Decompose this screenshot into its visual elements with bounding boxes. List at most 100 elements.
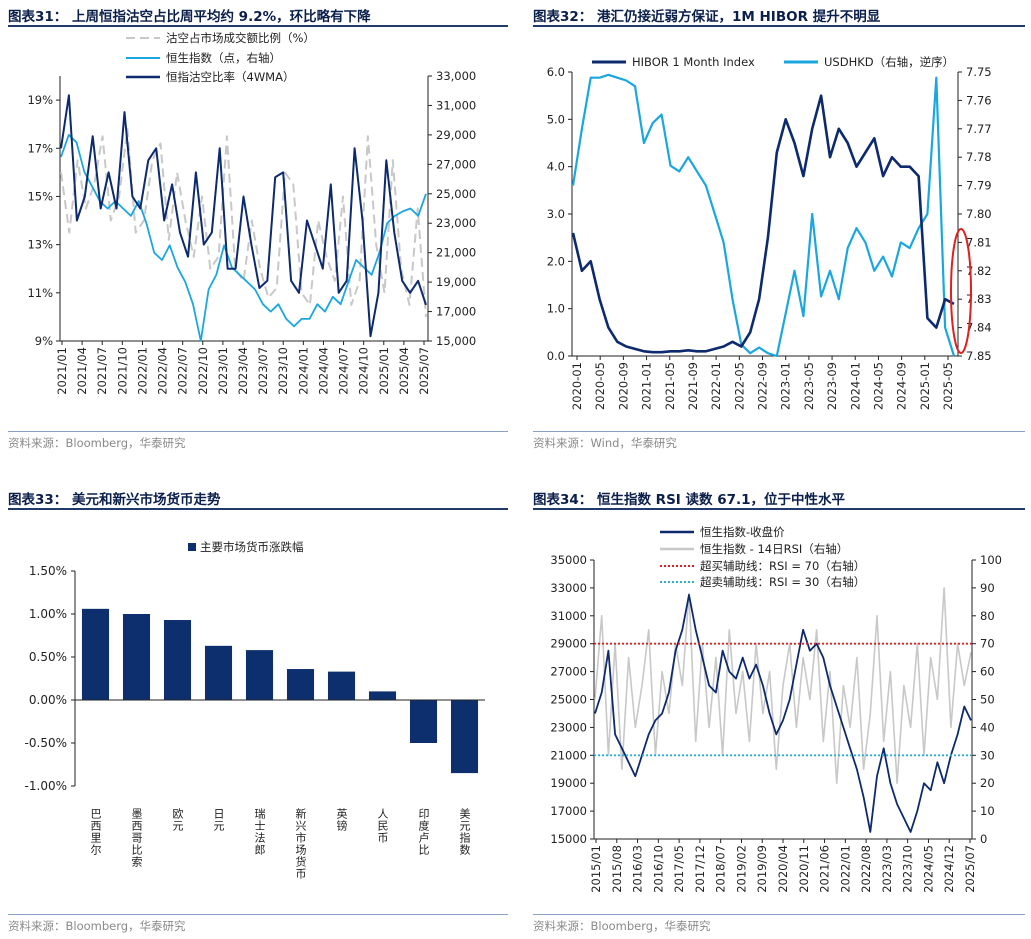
x-tick-label: 2020-01 (570, 362, 584, 410)
y-right-tick-label: 7.77 (966, 122, 992, 136)
x-tick-label: 2025-01 (918, 362, 932, 410)
title-rule-31 (8, 25, 508, 27)
x-tick-label: 2021-01 (640, 362, 654, 410)
source-33: 资料来源：Bloomberg，华泰研究 (8, 919, 186, 933)
series-line-2 (571, 73, 956, 358)
y-left-tick-label: 23000 (550, 720, 587, 734)
highlight-ellipse (950, 228, 972, 354)
y-left-tick-label: 21000 (550, 748, 587, 762)
x-tick-label: 2023-05 (802, 362, 816, 410)
legend-31-2-label: 恒生指数（点，右轴） (166, 51, 281, 65)
source-32: 资料来源：Wind，华泰研究 (533, 436, 677, 450)
x-tick-label: 2021/04 (75, 347, 89, 395)
x-tick-label: 2024-01 (848, 362, 862, 410)
x-tick-label: 2015/08 (610, 845, 624, 893)
chart-title-31: 图表31： 上周恒指沽空占比周平均约 9.2%，环比略有下降 (8, 9, 371, 25)
y-left-tick-label: 4.0 (547, 160, 565, 174)
title-rule-33 (8, 508, 508, 510)
source-rule-34 (533, 914, 1025, 915)
y-left-tick-label: 31000 (550, 609, 587, 623)
x-tick-label: 2023-01 (779, 362, 793, 410)
category-label: 英镑 (335, 807, 348, 832)
x-tick-label: 2023/01 (216, 347, 230, 395)
x-tick-label: 2022/01 (135, 347, 149, 395)
category-label: 瑞士法郎 (253, 807, 266, 856)
y-right-tick-label: 31,000 (436, 98, 476, 112)
bar-7 (327, 671, 356, 700)
x-tick-label: 2023/04 (236, 347, 250, 395)
chart-title-33: 图表33： 美元和新兴市场货币走势 (8, 492, 221, 508)
y-left-tick-label: 33000 (550, 581, 587, 595)
y-right-tick-label: 29,000 (436, 128, 476, 142)
y-right-tick-label: 30 (980, 748, 995, 762)
bar-4 (204, 645, 233, 700)
y-right-tick-label: 60 (980, 665, 995, 679)
y-right-tick-label: 25,000 (436, 187, 476, 201)
chart-title-32: 图表32： 港汇仍接近弱方保证，1M HIBOR 提升不明显 (533, 9, 881, 25)
y-right-tick-label: 0 (980, 832, 987, 846)
source-rule-31 (8, 431, 508, 432)
y-tick-label: -1.00% (25, 779, 67, 793)
title-rule-32 (533, 25, 1025, 27)
y-right-tick-label: 70 (980, 637, 995, 651)
y-left-tick-label: 19000 (550, 776, 587, 790)
chart-title-34: 图表34： 恒生指数 RSI 读数 67.1，位于中性水平 (533, 492, 846, 508)
series-line-1 (60, 128, 427, 317)
x-tick-label: 2020-09 (616, 362, 630, 410)
y-left-tick-label: 17% (27, 141, 53, 155)
legend-33-swatch (188, 543, 196, 551)
y-right-tick-label: 7.83 (966, 292, 992, 306)
y-right-tick-label: 10 (980, 804, 995, 818)
x-tick-label: 2020/04 (776, 845, 790, 893)
y-right-tick-label: 7.79 (966, 179, 992, 193)
x-tick-label: 2021/07 (95, 347, 109, 395)
x-tick-label: 2023-09 (825, 362, 839, 410)
bar-9 (409, 700, 438, 743)
y-left-tick-label: 25000 (550, 693, 587, 707)
y-left-tick-label: 19% (27, 93, 53, 107)
bar-6 (286, 669, 315, 700)
y-right-tick-label: 40 (980, 720, 995, 734)
y-right-tick-label: 27,000 (436, 157, 476, 171)
legend-32-1-label: HIBOR 1 Month Index (632, 55, 755, 69)
x-tick-label: 2016/03 (631, 845, 645, 893)
y-left-tick-label: 13% (27, 238, 53, 252)
x-tick-label: 2020/11 (797, 845, 811, 893)
y-left-tick-label: 27000 (550, 665, 587, 679)
x-tick-label: 2025/07 (963, 845, 977, 893)
y-right-tick-label: 80 (980, 609, 995, 623)
y-right-tick-label: 7.81 (966, 235, 992, 249)
category-label: 美元指数 (458, 808, 471, 856)
y-right-tick-label: 7.85 (966, 349, 992, 363)
x-tick-label: 2021-09 (686, 362, 700, 410)
legend-31-1-label: 沽空占市场成交额比例（%） (166, 31, 315, 45)
x-tick-label: 2022/10 (196, 347, 210, 395)
x-tick-label: 2021-05 (663, 362, 677, 410)
source-rule-33 (8, 914, 508, 915)
bar-2 (122, 614, 151, 700)
bar-10 (450, 700, 479, 774)
bar-3 (163, 620, 192, 700)
x-tick-label: 2022/01 (838, 845, 852, 893)
x-tick-label: 2017/12 (693, 845, 707, 893)
y-left-tick-label: 9% (35, 334, 53, 348)
y-right-tick-label: 15,000 (436, 334, 476, 348)
x-tick-label: 2023/07 (256, 347, 270, 395)
x-tick-label: 2021/10 (115, 347, 129, 395)
x-tick-label: 2022/08 (859, 845, 873, 893)
chart-31: 9% 11% 13% 15% 17% 19% 15,000 17,000 19,000 21,00… (27, 31, 476, 395)
y-tick-label: 0.00% (29, 693, 67, 707)
y-tick-label: -0.50% (25, 736, 67, 750)
chart-34: 15000 17000 19000 21000 23000 25000 27000 29000… (550, 525, 1002, 893)
x-tick-label: 2019/09 (755, 845, 769, 893)
category-label: 墨西哥比索 (130, 808, 143, 868)
x-tick-label: 2024-05 (871, 362, 885, 410)
x-tick-label: 2022-05 (732, 362, 746, 410)
x-tick-label: 2023/10 (901, 845, 915, 893)
x-tick-label: 2018/07 (714, 845, 728, 893)
x-tick-label: 2023/03 (880, 845, 894, 893)
x-tick-label: 2022-09 (756, 362, 770, 410)
y-right-tick-label: 23,000 (436, 216, 476, 230)
title-rule-34 (533, 508, 1025, 510)
series-line-1 (571, 94, 955, 354)
